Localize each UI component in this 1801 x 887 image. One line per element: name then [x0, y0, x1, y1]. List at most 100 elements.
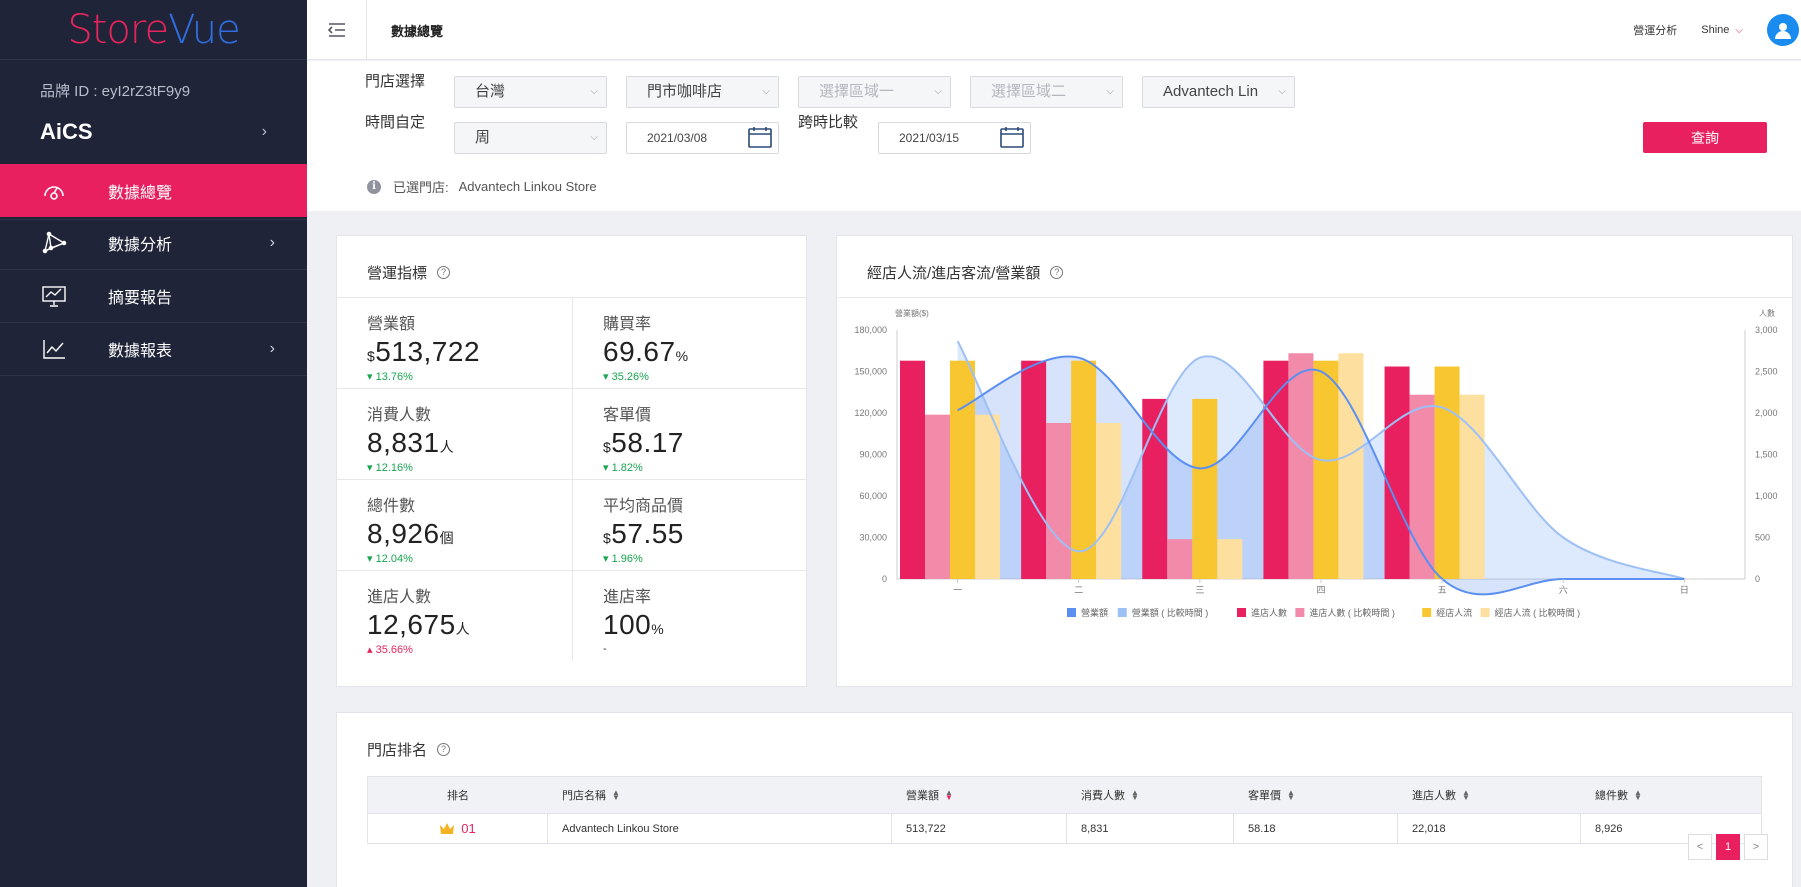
chevron-right-icon: ›: [269, 234, 275, 251]
col-buyers[interactable]: 消費人數 ▲ ▼: [1067, 777, 1234, 813]
logo-text-vue: Vue: [168, 6, 241, 53]
selected-store-prefix: 已選門店:: [393, 180, 449, 195]
y-tick-label-right: 500: [1755, 533, 1770, 543]
sort-icon: ▲ ▼: [1462, 788, 1470, 802]
kpi-tile: 營業額 $513,722 ▾ 13.76%: [337, 297, 572, 388]
x-tick-label: 五: [1438, 585, 1447, 595]
kpi-number: 8,926: [367, 518, 440, 549]
area-fill-revenue-compare: [957, 341, 1685, 579]
kpi-change-value: 12.16%: [375, 462, 413, 474]
kpi-change: ▾ 13.76%: [367, 370, 572, 383]
store-type-select[interactable]: 門市咖啡店 ⌵: [626, 76, 779, 108]
compare-date-picker[interactable]: 2021/03/15: [878, 122, 1031, 154]
app-logo[interactable]: Store Vue: [0, 0, 307, 60]
sidebar-item-summary-report[interactable]: 摘要報告: [0, 270, 307, 323]
traffic-revenue-chart-card: 經店人流/進店客流/營業額 ? 營業額($) 人數 180,000 3,000 150,…: [836, 235, 1793, 687]
revenue-cell: 513,722: [892, 814, 1067, 843]
help-icon[interactable]: ?: [437, 743, 451, 756]
triangle-down-icon: ▾: [367, 553, 376, 565]
col-revenue[interactable]: 營業額 ▲ ▼: [892, 777, 1067, 813]
page-1-button[interactable]: 1: [1716, 834, 1740, 860]
triangle-down-icon: ▾: [603, 371, 612, 383]
triangle-down-icon: ▾: [367, 462, 376, 474]
start-date-value: 2021/03/08: [647, 131, 708, 145]
triangle-down-icon: ▾: [603, 462, 612, 474]
chart-title-text: 經店人流/進店客流/營業額: [867, 265, 1041, 282]
y-tick-label-left: 180,000: [854, 325, 887, 335]
kpi-number: 57.55: [611, 518, 684, 549]
col-label: 營業額: [906, 790, 939, 802]
col-items[interactable]: 總件數 ▲ ▼: [1581, 777, 1761, 813]
help-icon[interactable]: ?: [1050, 266, 1064, 279]
kpi-change-value: 1.82%: [611, 462, 643, 474]
avg-order-cell: 58.18: [1234, 814, 1398, 843]
bar-visitors: [1021, 360, 1047, 579]
y-tick-label-right: 3,000: [1755, 325, 1778, 335]
logo-text-store: Store: [67, 6, 169, 53]
triangle-down-icon: ▾: [603, 553, 612, 565]
prev-page-button[interactable]: <: [1688, 834, 1712, 860]
bar-passersby-compare: [1459, 394, 1485, 579]
chevron-down-icon: ⌵: [1106, 86, 1114, 97]
region2-select[interactable]: 選擇區域二 ⌵: [970, 76, 1123, 108]
kpi-unit: %: [675, 348, 689, 364]
start-date-picker[interactable]: 2021/03/08: [626, 122, 779, 154]
period-select[interactable]: 周 ⌵: [454, 122, 607, 154]
bar-passersby-compare: [975, 414, 1000, 579]
rank-number: 01: [461, 821, 476, 836]
col-avg-order[interactable]: 客單價 ▲ ▼: [1234, 777, 1398, 813]
region1-select[interactable]: 選擇區域一 ⌵: [798, 76, 951, 108]
bar-passersby-compare: [1338, 353, 1364, 579]
pagination: < 1 >: [1684, 834, 1768, 860]
sidebar-item-label: 數據報表: [108, 343, 173, 360]
sort-icon: ▲ ▼: [1287, 788, 1295, 802]
sidebar-item-overview[interactable]: 數據總覽: [0, 164, 307, 217]
kpi-change-value: 35.66%: [375, 644, 413, 656]
kpi-change-value: 1.96%: [611, 553, 643, 565]
y-tick-label-left: 0: [882, 574, 887, 584]
legend-label: 經店人流 ( 比較時間 ): [1495, 607, 1581, 618]
kpi-number: 513,722: [375, 336, 481, 367]
store-select[interactable]: Advantech Lin ⌵: [1142, 76, 1295, 108]
sidebar-item-data-reports[interactable]: 數據報表 ›: [0, 323, 307, 376]
brand-selector[interactable]: AiCS ›: [40, 119, 267, 145]
col-store-name[interactable]: 門店名稱 ▲ ▼: [548, 777, 892, 813]
kpi-value: 69.67%: [603, 336, 807, 368]
country-select[interactable]: 台灣 ⌵: [454, 76, 607, 108]
legend-label: 經店人流: [1436, 607, 1472, 618]
sidebar-nav: 數據總覽 數據分析 › 摘要報告 數據報表 ›: [0, 164, 307, 376]
ops-analysis-link[interactable]: 營運分析: [1633, 25, 1678, 37]
sort-icon: ▲ ▼: [1634, 788, 1642, 802]
next-page-button[interactable]: >: [1744, 834, 1768, 860]
sort-icon: ▲ ▼: [1131, 788, 1139, 802]
chevron-down-icon: ⌵: [1278, 86, 1286, 97]
sidebar-item-analysis[interactable]: 數據分析 ›: [0, 217, 307, 270]
kpi-label: 客單價: [603, 407, 652, 424]
user-menu[interactable]: Shine ⌵: [1701, 24, 1743, 36]
help-icon[interactable]: ?: [437, 266, 451, 279]
table-row[interactable]: 01 Advantech Linkou Store 513,722 8,831 …: [368, 813, 1761, 843]
avatar[interactable]: [1767, 14, 1799, 46]
kpi-change: -: [603, 643, 807, 655]
brand-section: 品牌 ID : eyI2rZ3tF9y9 AiCS ›: [0, 60, 307, 220]
ranking-table: 排名 門店名稱 ▲ ▼ 營業額 ▲ ▼ 消費人數 ▲ ▼ 客單價 ▲ ▼ 進店人數 ▲ ▼ 總件數 ▲…: [367, 776, 1762, 844]
y-tick-label-left: 150,000: [854, 367, 887, 377]
store-ranking-card: 門店排名 ? 排名 門店名稱 ▲ ▼ 營業額 ▲ ▼ 消費人數 ▲ ▼ 客單價 ▲ ▼ 進店人數…: [336, 712, 1793, 887]
kpi-change: ▾ 12.16%: [367, 461, 572, 474]
query-button[interactable]: 查詢: [1643, 122, 1767, 153]
kpi-value: $58.17: [603, 427, 807, 459]
col-rank: 排名: [368, 777, 548, 813]
page-title: 數據總覽: [391, 24, 444, 39]
line-revenue: [957, 355, 1685, 596]
legend-label: 進店人數: [1251, 607, 1287, 618]
bar-visitors: [1142, 398, 1168, 579]
sort-desc-icon: ▲ ▼: [945, 788, 953, 802]
region2-placeholder: 選擇區域二: [991, 83, 1067, 100]
collapse-menu-button[interactable]: [307, 0, 367, 60]
period-value: 周: [475, 129, 491, 146]
kpi-change-value: 12.04%: [375, 553, 413, 565]
cross-time-compare-label: 跨時比較: [798, 114, 859, 131]
col-visitors[interactable]: 進店人數 ▲ ▼: [1398, 777, 1581, 813]
ranking-title-text: 門店排名: [367, 742, 428, 759]
col-label: 客單價: [1248, 790, 1281, 802]
